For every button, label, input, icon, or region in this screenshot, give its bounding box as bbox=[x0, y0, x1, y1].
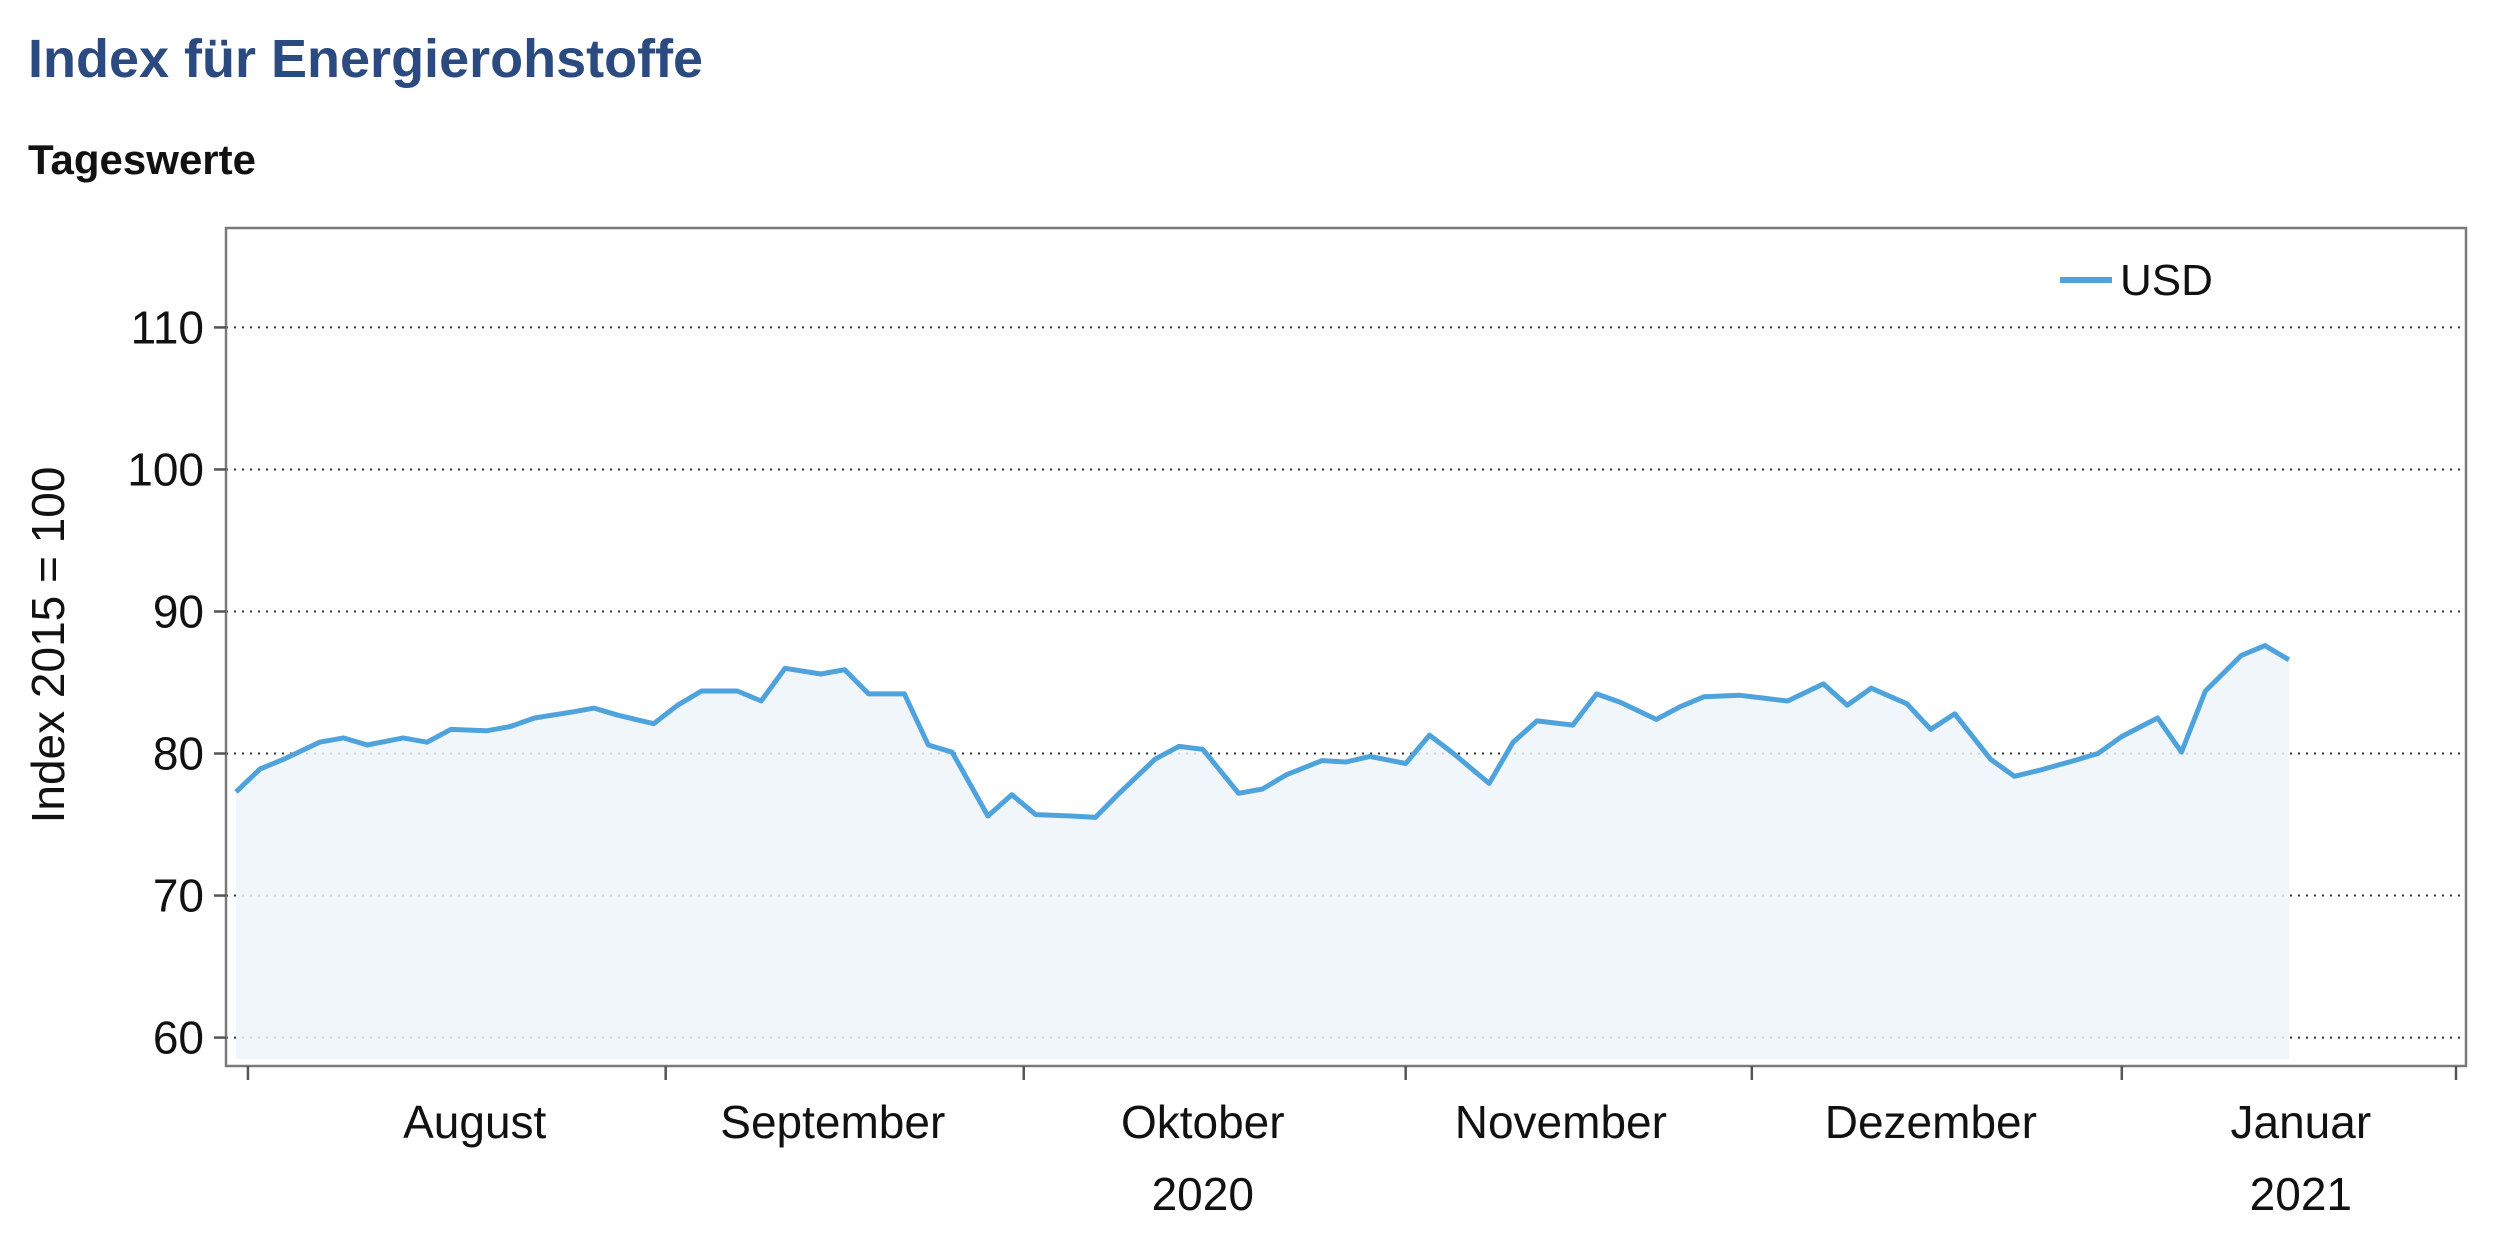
x-tick-label: Dezember bbox=[1825, 1096, 2037, 1148]
y-axis-label: Index 2015 = 100 bbox=[22, 467, 74, 824]
x-tick-label: September bbox=[720, 1096, 945, 1148]
x-tick-label: November bbox=[1455, 1096, 1667, 1148]
y-tick-label: 70 bbox=[153, 870, 204, 922]
y-axis-ticks: 60 70 80 90 100 110 bbox=[127, 301, 226, 1064]
y-tick-label: 90 bbox=[153, 585, 204, 637]
legend: USD bbox=[2060, 256, 2213, 305]
y-tick-label: 100 bbox=[127, 443, 204, 495]
y-tick-label: 110 bbox=[131, 301, 204, 353]
x-tick-label: Januar bbox=[2231, 1096, 2372, 1148]
chart-subtitle: Tageswerte bbox=[28, 136, 256, 183]
area-fill bbox=[236, 645, 2289, 1059]
plot-frame bbox=[224, 226, 2468, 1068]
chart-title: Index für Energierohstoffe bbox=[28, 29, 704, 89]
y-tick-label: 60 bbox=[153, 1012, 204, 1064]
y-tick-label: 80 bbox=[153, 728, 204, 780]
x-year-label: 2020 bbox=[1152, 1168, 1254, 1220]
x-year-label: 2021 bbox=[2250, 1168, 2352, 1220]
x-tick-label: Oktober bbox=[1121, 1096, 1285, 1148]
x-tick-label: August bbox=[403, 1096, 546, 1148]
x-axis-ticks: August September Oktober 2020 November Dezemb… bbox=[246, 1066, 2458, 1220]
legend-label-usd: USD bbox=[2120, 256, 2213, 305]
series-line-usd bbox=[234, 643, 2291, 820]
series-lines bbox=[234, 643, 2291, 820]
